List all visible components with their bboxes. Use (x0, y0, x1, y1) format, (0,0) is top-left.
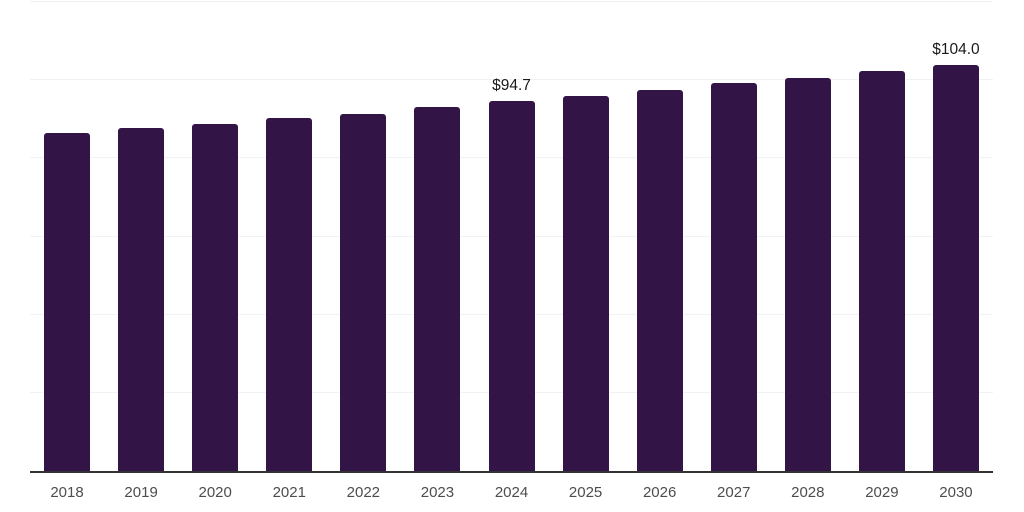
bar-column-2020 (178, 2, 252, 471)
bar-2030[interactable] (932, 64, 979, 471)
bar-column-2023 (400, 2, 474, 471)
bar-2026[interactable] (636, 89, 683, 471)
x-tick-2023: 2023 (420, 484, 455, 501)
bar-column-2024: $94.7 (474, 2, 548, 471)
x-tick-2020: 2020 (198, 484, 232, 501)
bar-stack-2024: $94.7 (488, 2, 535, 471)
bar-value-label-2030: $104.0 (932, 40, 980, 58)
bar-2025[interactable] (562, 95, 609, 471)
bar-2023[interactable] (414, 107, 461, 471)
bar-stack-2018 (44, 2, 91, 471)
bar-value-label-2024: $94.7 (492, 77, 531, 95)
bar-column-2018 (30, 2, 104, 471)
bar-stack-2028 (784, 2, 831, 471)
bar-stack-2027 (710, 2, 757, 471)
bar-column-2025 (549, 2, 623, 471)
x-tick-2018: 2018 (50, 484, 84, 501)
bar-stack-2029 (858, 2, 905, 471)
bar-stack-2025 (562, 2, 609, 471)
bar-stack-2026 (636, 2, 683, 471)
bar-stack-2019 (118, 2, 165, 471)
bar-2018[interactable] (44, 132, 91, 471)
bar-stack-2030: $104.0 (932, 2, 980, 471)
x-axis-labels: 2018 2019 2020 2021 2022 2023 2024 2025 2026 2027… (30, 484, 993, 502)
bar-column-2021 (252, 2, 326, 471)
plot-area: $94.7 $104.0 (30, 1, 993, 473)
bar-stack-2022 (340, 2, 387, 471)
bar-stack-2021 (266, 2, 313, 471)
bar-stack-2023 (414, 2, 461, 471)
x-tick-2029: 2029 (865, 484, 899, 501)
x-tick-2024: 2024 (494, 484, 529, 501)
bar-2020[interactable] (192, 123, 239, 471)
bar-column-2029 (845, 2, 919, 471)
gridline-100 (30, 79, 993, 81)
x-tick-2025: 2025 (568, 484, 603, 501)
bar-column-2026 (623, 2, 697, 471)
bar-column-2022 (326, 2, 400, 471)
x-tick-2026: 2026 (642, 484, 677, 501)
bar-2022[interactable] (340, 113, 387, 471)
x-tick-2027: 2027 (717, 484, 751, 501)
bar-column-2028 (771, 2, 845, 471)
bars: $94.7 $104.0 (30, 2, 993, 471)
bar-column-2027 (697, 2, 771, 471)
bar-2021[interactable] (266, 118, 313, 471)
bar-column-2019 (104, 2, 178, 471)
bar-2028[interactable] (784, 78, 831, 471)
gridline-120 (30, 1, 993, 2)
bar-2029[interactable] (858, 70, 905, 471)
bar-stack-2020 (192, 2, 239, 471)
x-tick-2022: 2022 (346, 484, 381, 501)
x-tick-2021: 2021 (272, 484, 306, 501)
bar-2027[interactable] (710, 83, 757, 471)
x-tick-2028: 2028 (791, 484, 825, 501)
bar-2019[interactable] (118, 128, 165, 471)
x-tick-2030: 2030 (939, 484, 973, 501)
bar-2024[interactable] (488, 100, 535, 471)
x-tick-2019: 2019 (124, 484, 158, 501)
bar-column-2030: $104.0 (919, 2, 993, 471)
